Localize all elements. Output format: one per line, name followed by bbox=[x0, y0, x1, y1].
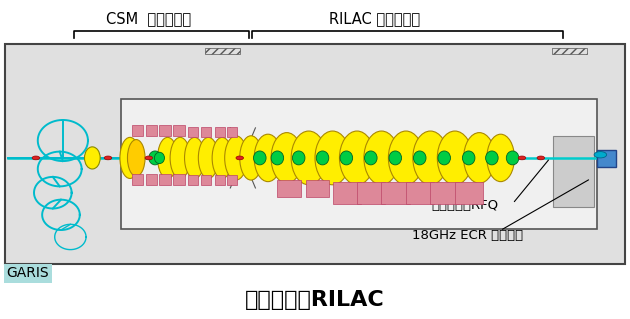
Bar bbox=[159, 125, 171, 136]
Bar bbox=[455, 182, 483, 204]
Circle shape bbox=[104, 156, 112, 160]
Text: 18GHz ECR イオン源: 18GHz ECR イオン源 bbox=[412, 229, 524, 242]
Ellipse shape bbox=[198, 137, 219, 178]
Text: 線形加速器RILAC: 線形加速器RILAC bbox=[245, 290, 385, 310]
Bar bbox=[552, 48, 587, 54]
Ellipse shape bbox=[291, 131, 326, 185]
Bar bbox=[132, 125, 143, 136]
Text: RILAC 加速タンク: RILAC 加速タンク bbox=[329, 11, 420, 26]
Ellipse shape bbox=[388, 131, 423, 185]
Bar bbox=[406, 182, 434, 204]
Ellipse shape bbox=[170, 137, 190, 178]
Ellipse shape bbox=[365, 151, 377, 165]
Bar bbox=[159, 174, 171, 185]
Ellipse shape bbox=[486, 151, 498, 165]
Bar bbox=[4, 44, 626, 264]
Ellipse shape bbox=[507, 151, 519, 165]
Ellipse shape bbox=[462, 151, 475, 165]
Bar bbox=[188, 175, 198, 185]
Ellipse shape bbox=[154, 152, 164, 164]
Bar bbox=[597, 150, 616, 167]
Circle shape bbox=[537, 156, 544, 160]
Ellipse shape bbox=[340, 151, 353, 165]
Ellipse shape bbox=[364, 131, 399, 185]
Ellipse shape bbox=[225, 136, 247, 180]
Bar bbox=[173, 174, 185, 185]
Bar bbox=[227, 127, 238, 137]
Ellipse shape bbox=[84, 147, 100, 169]
Ellipse shape bbox=[437, 131, 472, 185]
Bar bbox=[277, 180, 301, 197]
Bar bbox=[306, 180, 329, 197]
Bar bbox=[146, 174, 157, 185]
Ellipse shape bbox=[292, 151, 305, 165]
Ellipse shape bbox=[315, 131, 350, 185]
Bar bbox=[333, 182, 361, 204]
Bar bbox=[382, 182, 410, 204]
Ellipse shape bbox=[413, 151, 426, 165]
Bar bbox=[205, 48, 240, 54]
Ellipse shape bbox=[316, 151, 329, 165]
Ellipse shape bbox=[240, 136, 262, 180]
Bar bbox=[357, 182, 386, 204]
Circle shape bbox=[32, 156, 40, 160]
Ellipse shape bbox=[149, 151, 161, 165]
Ellipse shape bbox=[212, 137, 232, 178]
Bar bbox=[553, 136, 594, 207]
Ellipse shape bbox=[127, 140, 145, 176]
Bar bbox=[215, 175, 225, 185]
Ellipse shape bbox=[158, 137, 178, 178]
Bar bbox=[430, 182, 459, 204]
Text: CSM  加速タンク: CSM 加速タンク bbox=[106, 11, 192, 26]
Bar bbox=[146, 125, 157, 136]
Ellipse shape bbox=[120, 137, 140, 178]
Ellipse shape bbox=[389, 151, 401, 165]
Ellipse shape bbox=[438, 151, 450, 165]
Bar bbox=[120, 100, 597, 229]
Circle shape bbox=[518, 156, 526, 160]
Ellipse shape bbox=[413, 131, 448, 185]
Bar bbox=[227, 175, 238, 185]
Ellipse shape bbox=[487, 134, 515, 182]
Bar bbox=[173, 125, 185, 136]
Ellipse shape bbox=[185, 137, 205, 178]
Ellipse shape bbox=[271, 151, 284, 165]
Circle shape bbox=[594, 152, 607, 158]
Circle shape bbox=[236, 156, 244, 160]
Ellipse shape bbox=[340, 131, 375, 185]
Ellipse shape bbox=[464, 133, 495, 183]
Ellipse shape bbox=[254, 134, 282, 182]
Ellipse shape bbox=[271, 133, 302, 183]
Text: GARIS: GARIS bbox=[6, 266, 49, 280]
Text: 可変周波数RFQ: 可変周波数RFQ bbox=[431, 199, 498, 212]
Bar bbox=[188, 127, 198, 137]
Bar bbox=[201, 127, 211, 137]
Bar bbox=[132, 174, 143, 185]
Bar bbox=[201, 175, 211, 185]
Ellipse shape bbox=[253, 151, 266, 165]
Circle shape bbox=[145, 156, 152, 160]
Bar bbox=[215, 127, 225, 137]
